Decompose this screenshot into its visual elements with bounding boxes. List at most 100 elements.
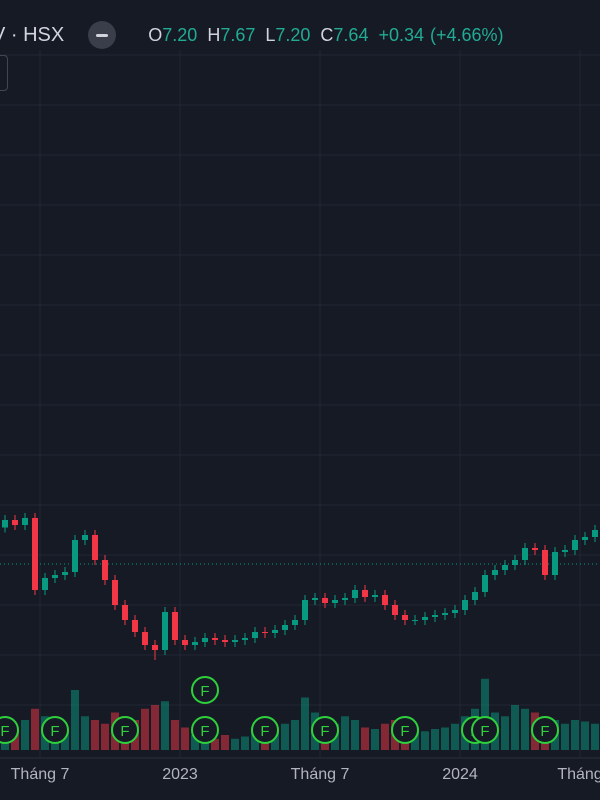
volume-bar (591, 723, 599, 750)
candle-body (422, 617, 428, 620)
candle-body (102, 560, 108, 580)
volume-bar (81, 716, 89, 750)
ohlc-legend: O7.20 H7.67 L7.20 C7.64 (138, 25, 368, 46)
volume-bar (191, 735, 199, 750)
volume-bar (31, 708, 39, 750)
event-label: F (120, 723, 129, 740)
volume-bar (231, 738, 239, 750)
event-circle (191, 676, 219, 704)
volume-bar (501, 716, 509, 750)
volume-bar (141, 708, 149, 750)
volume-bar (101, 723, 109, 750)
volume-bar (521, 708, 529, 750)
volume-bar (241, 736, 249, 750)
volume-bar (561, 723, 569, 750)
candle-body (22, 518, 28, 525)
volume-bar (441, 727, 449, 750)
volume-bar (221, 735, 229, 750)
event-label: F (400, 723, 409, 740)
legend-key: O (148, 24, 163, 45)
candle-body (112, 580, 118, 605)
change: +0.34 (378, 24, 425, 45)
candle-body (472, 592, 478, 600)
change-percent: (+4.66%) (430, 24, 504, 45)
candle-body (132, 620, 138, 632)
candle-body (442, 613, 448, 615)
legend-key: L (265, 24, 276, 45)
candle-body (82, 535, 88, 540)
toolbar-box[interactable] (0, 55, 8, 91)
legend-value: 7.20 (275, 24, 311, 45)
volume-bar (71, 690, 79, 750)
candle-body (502, 565, 508, 570)
candle-body (72, 540, 78, 572)
x-tick-label: Tháng 7 (291, 766, 350, 783)
event-circle (191, 716, 219, 744)
event-marker: F (471, 716, 499, 744)
event-circle (251, 716, 279, 744)
candle-body (532, 548, 538, 550)
x-tick-label: 2024 (442, 766, 478, 783)
volume-bar (341, 716, 349, 750)
event-label: F (480, 723, 489, 740)
event-marker: F (311, 716, 339, 744)
candle-body (222, 640, 228, 642)
candle-body (142, 632, 148, 645)
volume-bar (251, 731, 259, 750)
candle-body (262, 632, 268, 633)
event-marker: F (391, 716, 419, 744)
candle-body (212, 638, 218, 640)
candle-body (552, 552, 558, 575)
candle-body (282, 625, 288, 630)
event-circle (471, 716, 499, 744)
candle-body (492, 570, 498, 575)
candle-body (232, 640, 238, 642)
volume-bar (371, 729, 379, 750)
volume-bar (171, 720, 179, 750)
event-circle (311, 716, 339, 744)
volume-bar (421, 731, 429, 750)
legend-value: 7.64 (333, 24, 369, 45)
event-circle (391, 716, 419, 744)
candle-body (482, 575, 488, 592)
candle-body (242, 638, 248, 640)
legend-value: 7.20 (162, 24, 198, 45)
volume-bar (21, 720, 29, 750)
event-label: F (200, 723, 209, 740)
volume-bar (61, 731, 69, 750)
event-marker: F (191, 716, 219, 744)
volume-bar (571, 720, 579, 750)
event-marker: F (111, 716, 139, 744)
candle-body (362, 590, 368, 597)
candle-body (432, 615, 438, 617)
event-circle (0, 716, 19, 744)
volume-bar (161, 701, 169, 750)
collapse-button[interactable] (88, 21, 117, 49)
event-marker: F (0, 716, 19, 744)
volume-bar (511, 705, 519, 750)
x-tick-label: 2023 (162, 766, 198, 783)
symbol: V · HSX (0, 23, 65, 46)
candle-body (2, 520, 8, 528)
candle-body (572, 540, 578, 550)
volume-bar (281, 723, 289, 750)
volume-bar (291, 720, 299, 750)
event-label: F (540, 723, 549, 740)
candle-body (272, 630, 278, 633)
volume-bar (451, 723, 459, 750)
candle-body (12, 520, 18, 525)
volume-bar (431, 729, 439, 750)
candle-body (352, 590, 358, 598)
candle-body (452, 610, 458, 613)
candle-body (522, 548, 528, 560)
candle-body (562, 550, 568, 552)
candle-body (342, 598, 348, 600)
candle-body (162, 612, 168, 650)
candle-body (592, 530, 598, 537)
volume-bar (211, 738, 219, 750)
candle-body (512, 560, 518, 565)
x-tick-label: Tháng 7 (11, 766, 70, 783)
